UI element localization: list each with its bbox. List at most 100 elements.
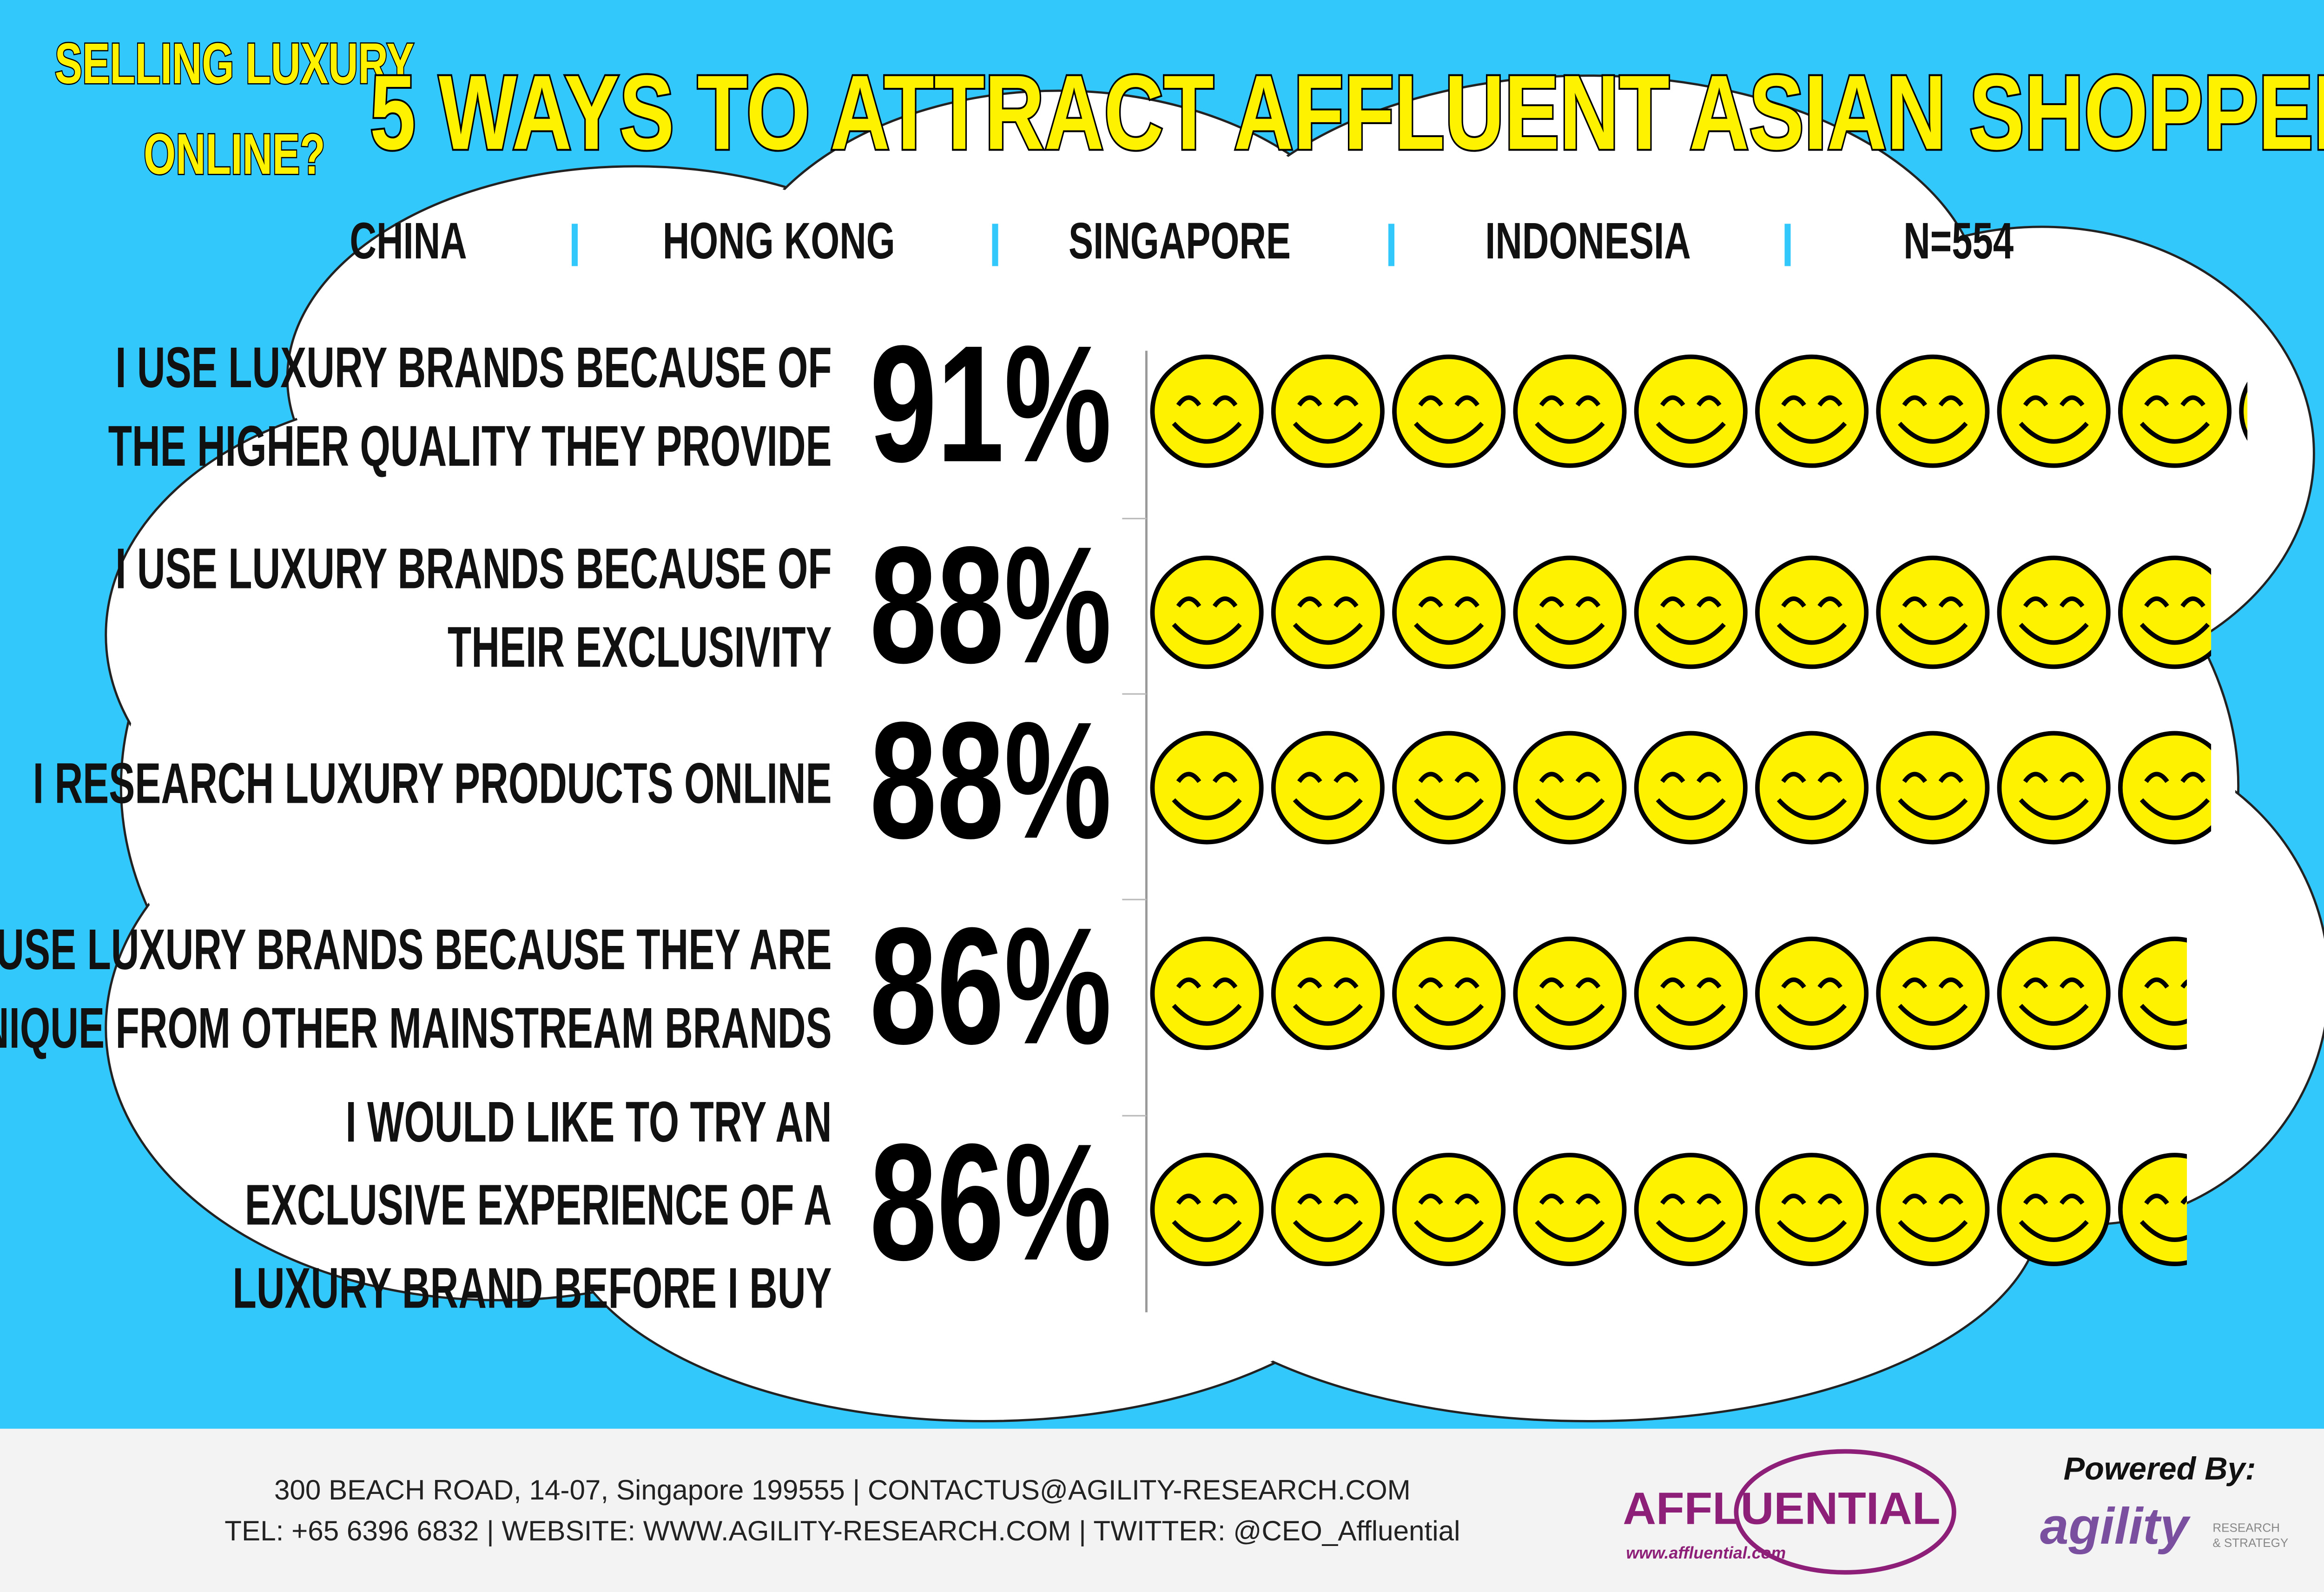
smiley	[1634, 555, 1748, 669]
smiley-mouth	[1656, 623, 1726, 645]
value-label: 86%	[870, 893, 1112, 1079]
category-label: I use luxury brands because they are	[0, 918, 832, 982]
smiley	[1271, 936, 1385, 1050]
smiley	[1513, 731, 1627, 845]
smiley-eye	[1817, 1194, 1842, 1205]
smiley-mouth	[2019, 1220, 2089, 1242]
smiley-eye	[2059, 596, 2085, 608]
smiley-mouth	[2139, 422, 2210, 444]
smiley-bar	[1150, 731, 2212, 845]
smiley-mouth	[1898, 422, 1968, 444]
value-label: 88%	[870, 512, 1112, 698]
smiley-eye	[1539, 1194, 1565, 1205]
smiley-eye	[1212, 772, 1238, 783]
smiley	[1513, 555, 1627, 669]
smiley-mouth	[1172, 798, 1242, 820]
smiley-mouth	[1293, 1004, 1363, 1026]
smiley-mouth	[2139, 798, 2210, 820]
smiley-mouth	[1656, 1004, 1726, 1026]
smiley	[1513, 354, 1627, 468]
value-label: 91%	[870, 310, 1112, 496]
smiley-eye	[1781, 395, 1806, 407]
market-label: n=554	[1903, 212, 2014, 270]
agility-tag: & STRATEGY	[2212, 1536, 2288, 1550]
smiley	[1150, 1153, 1264, 1267]
smiley	[1997, 1153, 2111, 1267]
logo-url: www.affluential.com	[1626, 1544, 1786, 1562]
smiley-mouth	[1172, 1004, 1242, 1026]
smiley-eye	[1697, 1194, 1722, 1205]
logo-text: AFFLUENTIAL	[1623, 1483, 1940, 1533]
smiley-eye	[2180, 395, 2205, 407]
chart-title: 5 ways to attract Affluent Asian shopper…	[370, 53, 2324, 172]
smiley-eye	[1660, 772, 1685, 783]
smiley	[1392, 555, 1506, 669]
smiley-mouth	[1776, 1220, 1847, 1242]
smiley	[1634, 731, 1748, 845]
smiley	[1876, 354, 1990, 468]
smiley	[1997, 936, 2111, 1050]
smiley	[1755, 936, 1869, 1050]
smiley	[1271, 354, 1385, 468]
smiley-mouth	[1898, 1004, 1968, 1026]
value-label: 88%	[870, 687, 1112, 873]
smiley-mouth	[2139, 1220, 2187, 1242]
category-label: I use luxury brands because of	[115, 536, 832, 601]
category-label: unique from other mainstream brands	[0, 996, 832, 1060]
smiley-eye	[2059, 395, 2085, 407]
smiley-eye	[1902, 1194, 1928, 1205]
smiley	[2118, 354, 2232, 468]
smiley	[2239, 382, 2248, 441]
smiley-eye	[1781, 596, 1806, 608]
market-label: China	[350, 212, 467, 270]
smiley-eye	[1454, 772, 1479, 783]
smiley-eye	[1418, 395, 1443, 407]
smiley-mouth	[1413, 422, 1484, 444]
smiley	[1755, 1153, 1869, 1267]
smiley	[1755, 354, 1869, 468]
smiley	[1271, 1153, 1385, 1267]
smiley	[1392, 731, 1506, 845]
smiley-eye	[1902, 596, 1928, 608]
smiley-eye	[2144, 596, 2169, 608]
logo-ring	[1734, 1449, 1956, 1575]
smiley-mouth	[2019, 623, 2089, 645]
smiley-eye	[1817, 978, 1842, 989]
smiley	[1997, 555, 2111, 669]
smiley-mouth	[1535, 422, 1605, 444]
smiley-eye	[2023, 772, 2048, 783]
smiley-mouth	[1172, 1220, 1242, 1242]
smiley-eye	[1660, 395, 1685, 407]
smiley-eye	[1297, 395, 1322, 407]
category-label: I use luxury brands because of	[115, 336, 832, 400]
smiley-mouth	[1776, 1004, 1847, 1026]
smiley-bar	[1150, 1153, 2187, 1267]
smiley-eye	[1176, 978, 1202, 989]
smiley-eye	[1454, 978, 1479, 989]
smiley	[1271, 731, 1385, 845]
smiley-eye	[1334, 596, 1359, 608]
smiley-mouth	[1898, 798, 1968, 820]
smiley-eye	[1212, 978, 1238, 989]
smiley	[1997, 731, 2111, 845]
smiley-mouth	[1413, 1220, 1484, 1242]
smiley-eye	[2180, 979, 2187, 989]
smiley-eye	[2023, 1194, 2048, 1205]
smiley-mouth	[1776, 422, 1847, 444]
smiley-eye	[1697, 395, 1722, 407]
smiley-mouth	[1293, 623, 1363, 645]
smiley-eye	[1539, 978, 1565, 989]
smiley-eye	[1212, 395, 1238, 407]
smiley-eye	[1781, 772, 1806, 783]
smiley	[1271, 555, 1385, 669]
market-label: Singapore	[1069, 212, 1291, 270]
smiley-mouth	[1413, 623, 1484, 645]
smiley-eye	[2144, 395, 2169, 407]
category-label: luxury brand before I buy	[232, 1256, 832, 1321]
smiley-eye	[1539, 596, 1565, 608]
value-label: 86%	[870, 1109, 1112, 1295]
smiley	[1513, 936, 1627, 1050]
smiley-eye	[1938, 596, 1964, 608]
smiley-eye	[1575, 1194, 1601, 1205]
smiley-eye	[1176, 772, 1202, 783]
